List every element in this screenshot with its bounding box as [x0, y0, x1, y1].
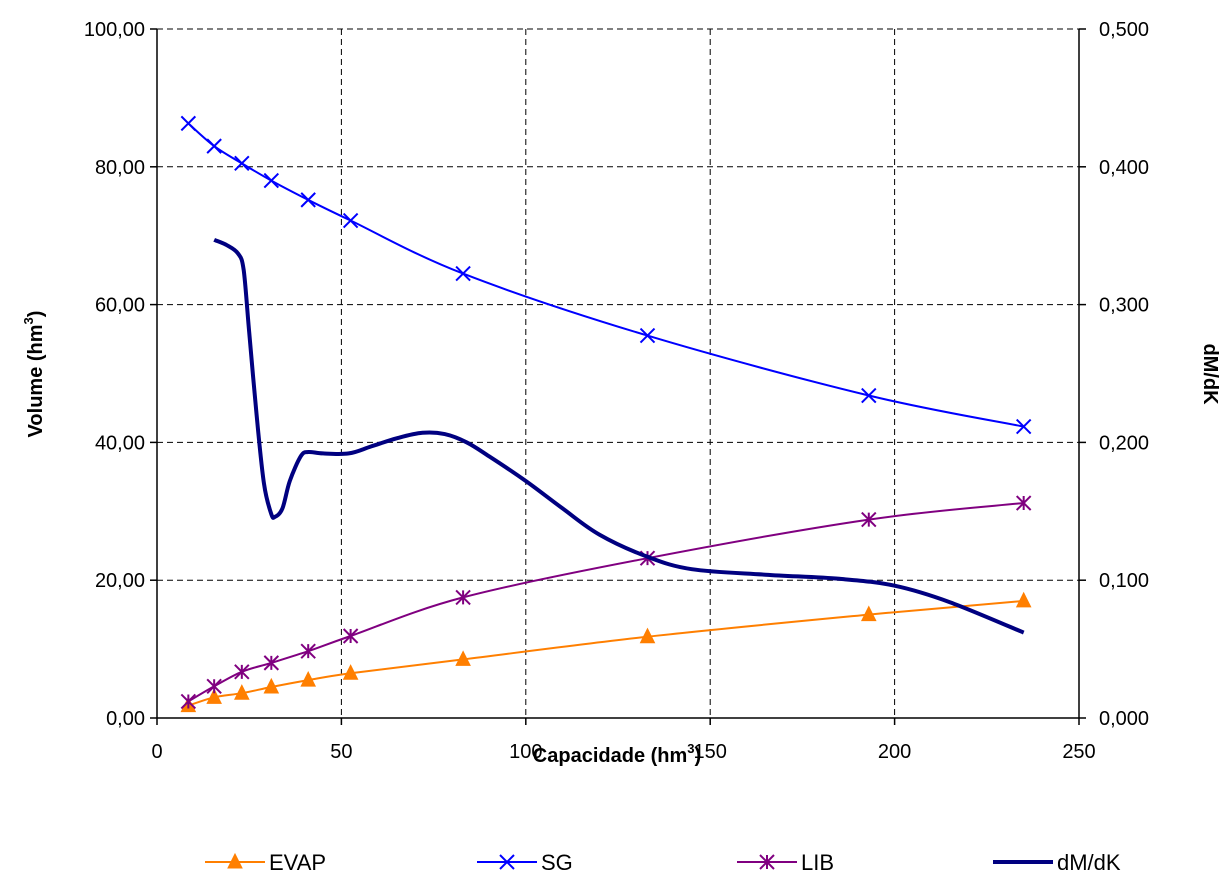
data-point-evap [206, 688, 222, 704]
series-line-sg [187, 122, 1024, 428]
data-point-sg [180, 115, 197, 132]
legend-marker-lib [759, 854, 775, 870]
legend-label-dm-dk: dM/dK [1057, 850, 1121, 875]
data-point-evap [1015, 591, 1032, 608]
x-tick-label: 150 [694, 741, 727, 763]
data-point-lib [206, 678, 222, 695]
data-point-lib [300, 643, 316, 659]
y-tick-label: 0,00 [106, 708, 145, 730]
legend-label-lib: LIB [801, 850, 834, 875]
data-point-sg [263, 172, 280, 189]
data-point-lib [234, 664, 250, 680]
y-tick-label: 40,00 [95, 432, 145, 454]
data-point-lib [263, 655, 280, 671]
data-point-evap [860, 605, 877, 622]
legend-item-sg: SG [477, 850, 573, 875]
legend-marker-sg [499, 854, 515, 870]
data-point-evap [263, 677, 280, 694]
data-point-lib [455, 589, 471, 606]
data-point-sg [639, 327, 656, 344]
y2-tick-label: 0,100 [1099, 570, 1149, 592]
y-tick-label: 100,00 [84, 19, 145, 41]
y-tick-label: 20,00 [95, 570, 145, 592]
x-tick-label: 200 [878, 741, 911, 763]
data-point-lib [1015, 495, 1032, 511]
x-tick-label: 0 [151, 741, 162, 763]
series-lib [180, 495, 1032, 710]
series-line-dm-dk [213, 237, 1025, 635]
data-point-sg [342, 212, 359, 229]
x-tick-label: 250 [1062, 741, 1095, 763]
data-point-sg [1015, 418, 1032, 435]
y2-tick-label: 0,200 [1099, 432, 1149, 454]
data-point-lib [861, 511, 877, 528]
data-point-evap [300, 670, 317, 687]
series-line-evap [187, 599, 1024, 707]
y2-tick-label: 0,400 [1099, 157, 1149, 179]
data-point-evap [342, 664, 359, 680]
series-dm-dk [213, 237, 1025, 635]
x-tick-label: 50 [330, 741, 352, 763]
data-point-lib [342, 628, 359, 644]
data-point-evap [234, 684, 250, 700]
y-tick-label: 60,00 [95, 295, 145, 317]
x-tick-label: 100 [509, 741, 542, 763]
legend-item-evap: EVAP [205, 850, 326, 875]
data-point-sg [455, 265, 471, 282]
legend-item-dm-dk: dM/dK [993, 850, 1121, 875]
data-point-sg [206, 138, 222, 154]
data-point-sg [861, 387, 877, 404]
y-axis-title: Volume (hm3) [21, 311, 47, 438]
legend-label-evap: EVAP [269, 850, 326, 875]
series-layer [180, 115, 1032, 713]
legend: EVAP SG LIB dM/dK [205, 850, 1121, 875]
tick-labels: 0 50 100 150 200 250 0,00 20,00 40,00 60,00 80,00 1… [84, 19, 1149, 763]
y2-tick-label: 0,300 [1099, 295, 1149, 317]
data-point-sg [234, 155, 250, 172]
data-point-evap [639, 627, 656, 644]
legend-item-lib: LIB [737, 850, 834, 875]
y2-tick-label: 0,000 [1099, 708, 1149, 730]
series-evap [180, 591, 1032, 713]
series-sg [180, 115, 1032, 435]
legend-marker-evap [227, 852, 243, 869]
y2-axis-title: dM/dK [1199, 343, 1221, 405]
series-line-lib [187, 502, 1024, 703]
y2-tick-label: 0,500 [1099, 19, 1149, 41]
data-point-evap [455, 650, 471, 666]
axes [150, 28, 1086, 725]
x-axis-title: Capacidade (hm3) [533, 741, 701, 767]
grid-lines [157, 28, 1080, 718]
data-point-sg [300, 192, 316, 208]
data-point-lib [180, 693, 197, 710]
y-tick-label: 80,00 [95, 157, 145, 179]
legend-label-sg: SG [541, 850, 573, 875]
